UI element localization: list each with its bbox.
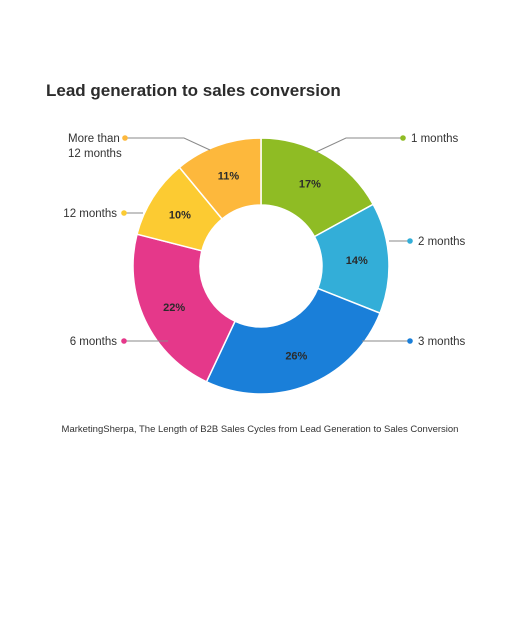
slices-group	[132, 137, 390, 395]
leader-dot-1	[400, 135, 406, 141]
value-label-3: 26%	[285, 350, 307, 362]
source-note: MarketingSherpa, The Length of B2B Sales…	[61, 424, 459, 435]
leader-dot-6	[122, 135, 128, 141]
leader-dot-3	[407, 338, 413, 344]
category-label-3: 3 months	[418, 336, 466, 348]
value-label-1: 17%	[299, 178, 321, 190]
category-label-2: 2 months	[418, 236, 466, 248]
leader-lines-group	[121, 135, 413, 344]
chart-title: Lead generation to sales conversion	[46, 81, 341, 100]
value-labels-group: 17% 14% 26% 22% 10% 11%	[163, 171, 368, 363]
slice-6	[178, 137, 262, 221]
category-labels-group: 1 months 2 months 3 months 6 months 12 month…	[63, 133, 465, 348]
value-label-4: 22%	[163, 302, 185, 314]
category-label-1: 1 months	[411, 133, 459, 145]
slice-4	[132, 233, 237, 383]
slice-3	[205, 287, 381, 395]
category-label-4: 6 months	[70, 336, 118, 348]
category-label-6: More than 12 months	[68, 133, 122, 160]
value-label-6: 11%	[218, 171, 240, 183]
leader-line-6	[127, 137, 211, 151]
leader-dot-5	[121, 210, 127, 216]
leader-dot-4	[121, 338, 127, 344]
leader-line-1	[315, 137, 401, 153]
leader-dot-2	[407, 238, 413, 244]
value-label-5: 10%	[169, 210, 191, 222]
value-label-2: 14%	[346, 255, 368, 267]
category-label-5: 12 months	[63, 208, 117, 220]
